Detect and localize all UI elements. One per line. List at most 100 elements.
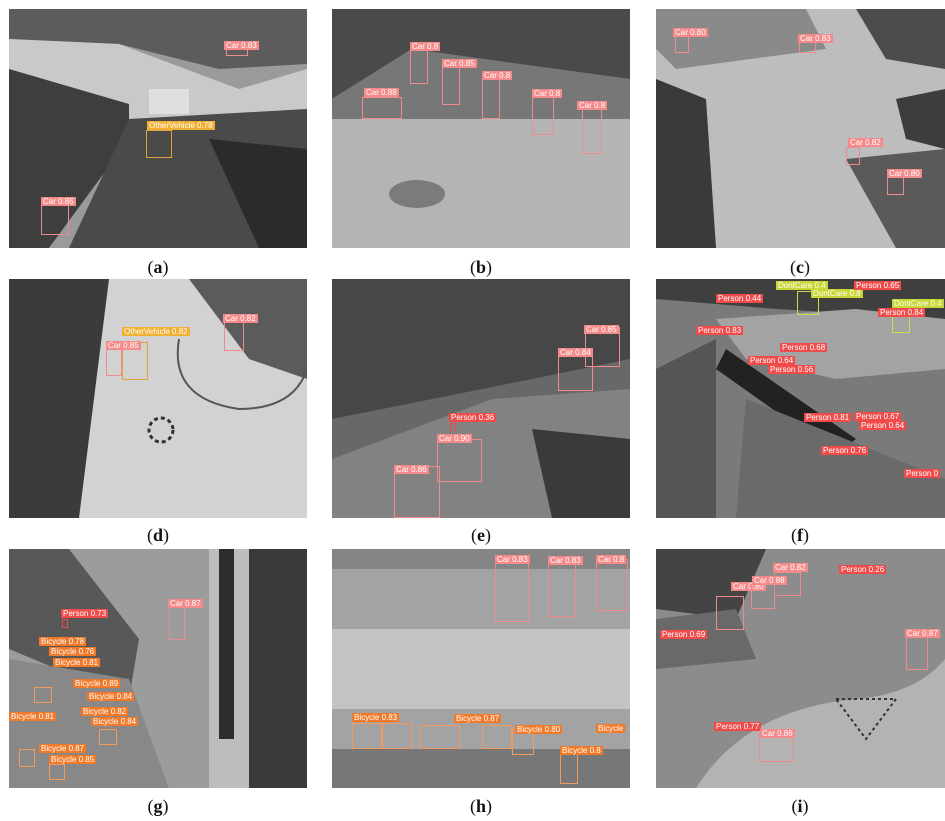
detection-label: Bicycle: [596, 724, 626, 733]
detection-label: Car 0.83: [224, 41, 259, 50]
detection-box: [41, 205, 69, 235]
caption-letter: b: [475, 257, 486, 277]
detection-label: Car 0.90: [437, 434, 472, 443]
detection-box: [751, 584, 775, 609]
panel-i-image: Car 0.80 Car 0.88 Car 0.82 Person 0.26 P…: [656, 549, 945, 788]
panel-a-image: Car 0.83 OtherVehicle 0.78 Car 0.85: [9, 9, 307, 248]
panel-f-image: DontCare 0.4 DontCare 0.8 Person 0.65 Do…: [656, 279, 945, 518]
detection-label: Car 0.8: [577, 101, 608, 110]
detection-label: Car 0.88: [364, 88, 399, 97]
detection-box: [362, 97, 402, 119]
detection-box: [532, 97, 554, 135]
caption-open: (: [790, 257, 796, 277]
caption-letter: e: [477, 525, 485, 545]
detection-box: [99, 729, 117, 745]
detection-label: Person 0.67: [854, 412, 902, 421]
detection-label: Person 0.26: [839, 565, 887, 574]
caption-c: (c): [770, 257, 830, 278]
detection-label: Person 0.76: [821, 446, 869, 455]
detection-label: Person 0.81: [804, 413, 852, 422]
detection-box: [596, 559, 628, 611]
detection-label: Bicycle 0.78: [39, 637, 87, 646]
detection-box: [716, 596, 744, 630]
caption-letter: f: [797, 525, 803, 545]
detection-label: Car 0.83: [798, 34, 833, 43]
detection-label: Person 0.36: [449, 413, 497, 422]
detection-label: Bicycle 0.87: [39, 744, 87, 753]
detection-label: Person 0.68: [780, 343, 828, 352]
detection-label: Bicycle 0.85: [49, 755, 97, 764]
detection-box: [582, 109, 602, 154]
panel-d-image: OtherVehicle 0.82 Car 0.85 Car 0.82: [9, 279, 307, 518]
detection-label: Car 0.82: [223, 314, 258, 323]
detection-label: DontCare 0.4: [892, 299, 944, 308]
caption-letter: h: [475, 796, 486, 816]
detection-box: [906, 634, 928, 670]
caption-i: (i): [770, 796, 830, 817]
detection-label: Person 0.69: [660, 630, 708, 639]
panel-b-image: Car 0.88 Car 0.8 Car 0.85 Car 0.8 Car 0.…: [332, 9, 630, 248]
detection-label: Car 0.8: [596, 555, 627, 564]
caption-g: (g): [128, 796, 188, 817]
caption-close: ): [485, 525, 491, 545]
caption-open: (: [469, 257, 476, 277]
detection-label: Car 0.83: [548, 556, 583, 565]
detection-label: Car 0.88: [752, 576, 787, 585]
detection-box: [382, 723, 412, 749]
detection-label: Car 0.82: [848, 138, 883, 147]
panel-c-image: Car 0.80 Car 0.83 Car 0.82 Car 0.80: [656, 9, 945, 248]
caption-b: (b): [451, 257, 511, 278]
detection-box: [146, 130, 172, 158]
caption-h: (h): [451, 796, 511, 817]
detection-label: Person 0.56: [768, 365, 816, 374]
detection-label: Person 0.84: [878, 308, 926, 317]
caption-e: (e): [451, 525, 511, 546]
detection-label: Person 0.77: [714, 722, 762, 731]
detection-label: Car 0.80: [887, 169, 922, 178]
detection-label: Car 0.85: [584, 325, 619, 334]
caption-close: ): [163, 525, 169, 545]
detection-label: Bicycle 0.81: [53, 658, 101, 667]
detection-label: Person 0.64: [748, 356, 796, 365]
detection-box: [560, 754, 578, 784]
detection-label: Car 0.87: [168, 599, 203, 608]
caption-letter: d: [152, 525, 163, 545]
caption-close: ): [162, 796, 169, 816]
detection-box: [410, 49, 428, 84]
detection-label: Car 0.85: [106, 341, 141, 350]
panel-g-image: Person 0.73 Car 0.87 Bicycle 0.78 Bicycl…: [9, 549, 307, 788]
caption-close: ): [162, 257, 169, 277]
caption-letter: c: [796, 257, 804, 277]
caption-letter: i: [797, 796, 803, 816]
detection-label: Bicycle 0.81: [9, 712, 57, 721]
detection-label: Person 0.73: [61, 609, 109, 618]
caption-open: (: [147, 796, 154, 816]
detection-label: Car 0.8: [410, 42, 441, 51]
panel-e-image: Car 0.85 Car 0.84 Person 0.36 Car 0.90 C…: [332, 279, 630, 518]
caption-close: ): [486, 796, 492, 816]
detection-box: [887, 177, 904, 195]
detection-label: Bicycle 0.89: [73, 679, 121, 688]
caption-open: (: [791, 796, 798, 816]
detection-box: [169, 604, 185, 640]
detection-box: [495, 558, 529, 622]
detection-label: Person 0: [904, 469, 941, 478]
detection-label: Car 0.83: [495, 555, 530, 564]
detection-label: Car 0.80: [731, 582, 766, 591]
caption-letter: a: [153, 257, 163, 277]
detection-label: OtherVehicle 0.82: [122, 327, 190, 336]
detection-label: OtherVehicle 0.78: [147, 121, 215, 130]
detection-label: Bicycle 0.84: [91, 717, 139, 726]
caption-open: (: [791, 525, 797, 545]
detection-label: Bicycle 0.8: [560, 746, 603, 755]
detection-label: Bicycle 0.84: [87, 692, 135, 701]
detection-box: [797, 291, 819, 315]
detection-box: [19, 749, 35, 767]
caption-open: (: [146, 525, 153, 545]
detection-box: [548, 560, 576, 617]
detection-label: Car 0.8: [482, 71, 513, 80]
detection-box: [62, 619, 68, 628]
detection-label: Bicycle 0.82: [81, 707, 129, 716]
detection-box: [450, 423, 456, 431]
caption-f: (f): [770, 525, 830, 546]
